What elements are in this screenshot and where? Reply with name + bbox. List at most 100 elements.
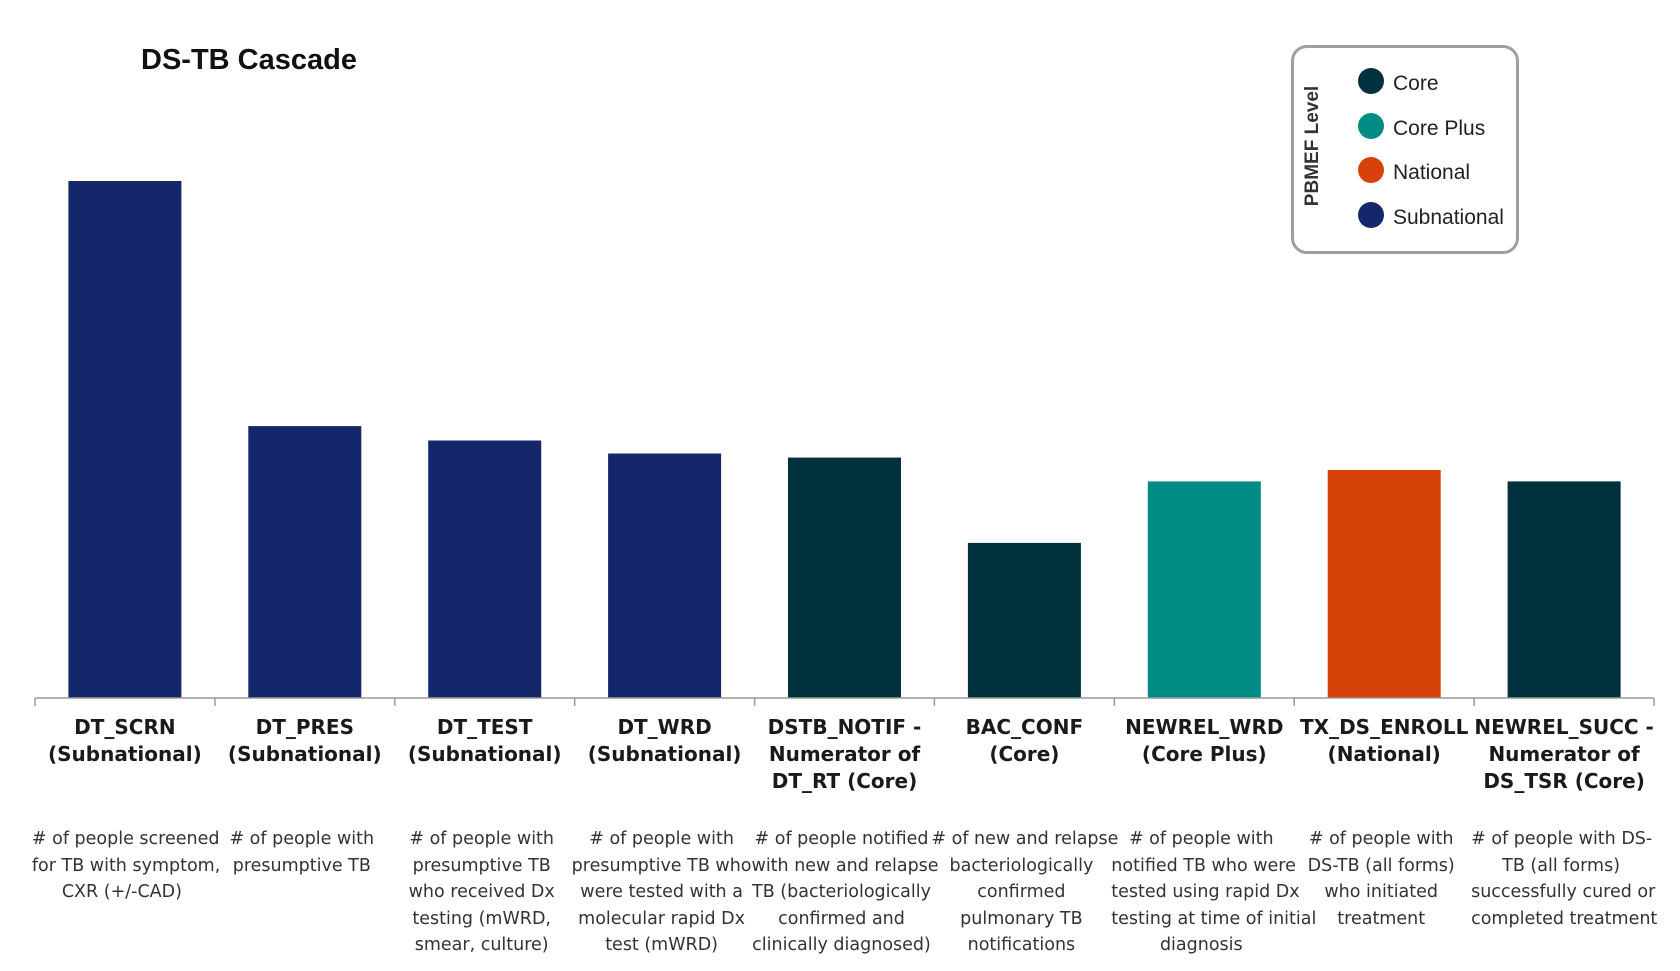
category-label: TX_DS_ENROLL (National) bbox=[1294, 714, 1474, 768]
category-description-line: successfully cured or bbox=[1471, 882, 1656, 902]
category-label-line: BAC_CONF bbox=[965, 715, 1084, 739]
category-label-line: (Subnational) bbox=[227, 742, 382, 766]
category-label: BAC_CONF (Core) bbox=[934, 714, 1114, 768]
category-description-line: were tested with a bbox=[580, 882, 743, 902]
category-description: # of people with DS-TB (all forms) who ini… bbox=[1291, 826, 1471, 932]
category-label-line: Numerator of bbox=[768, 742, 921, 766]
category-description-line: # of people with bbox=[1128, 829, 1274, 849]
category-description-line: # of people notified bbox=[754, 829, 929, 849]
bar-newrel-wrd bbox=[1147, 481, 1261, 698]
category-description-line: who received Dx bbox=[408, 882, 555, 902]
category-description-line: molecular rapid Dx bbox=[578, 908, 746, 929]
bar-bac-conf bbox=[967, 542, 1081, 698]
category-description-line: smear, culture) bbox=[414, 935, 549, 955]
category-description-line: # of people screened bbox=[31, 829, 220, 849]
bar-newrel-succ- bbox=[1507, 481, 1621, 698]
category-description-line: notified TB who were bbox=[1111, 855, 1296, 876]
category-description-line: treatment bbox=[1337, 908, 1426, 929]
category-description: # of people with presumptive TB who were t… bbox=[572, 826, 752, 959]
category-description-line: diagnosis bbox=[1159, 935, 1243, 955]
category-label-line: TX_DS_ENROLL bbox=[1300, 715, 1469, 739]
legend-swatch bbox=[1358, 157, 1384, 184]
category-label: DT_TEST (Subnational) bbox=[395, 714, 575, 768]
category-description-line: for TB with symptom, bbox=[31, 855, 221, 876]
category-description-line: # of new and relapse bbox=[931, 829, 1119, 849]
category-label-line: DT_WRD bbox=[617, 715, 712, 739]
category-label: DT_WRD (Subnational) bbox=[575, 714, 755, 768]
category-description-line: completed treatment bbox=[1471, 908, 1658, 929]
category-description-line: presumptive TB bbox=[412, 855, 551, 876]
category-label-line: DT_PRES bbox=[255, 715, 354, 739]
category-description-line: testing at time of initial bbox=[1111, 908, 1317, 929]
category-description-line: confirmed bbox=[977, 882, 1066, 902]
category-description-line: who initiated bbox=[1324, 882, 1439, 902]
category-description: # of new and relapse bacteriologically con… bbox=[931, 826, 1119, 959]
legend-label: Core bbox=[1393, 72, 1439, 96]
category-description-line: confirmed and bbox=[778, 908, 905, 929]
category-description-line: presumptive TB who bbox=[571, 855, 752, 876]
category-label: NEWREL_SUCC - Numerator of DS_TSR (Core) bbox=[1474, 714, 1654, 795]
category-label-line: Numerator of bbox=[1488, 742, 1640, 766]
category-description-line: presumptive TB bbox=[232, 855, 371, 876]
category-description-line: # of people with bbox=[229, 829, 375, 849]
legend-swatch bbox=[1358, 112, 1384, 139]
category-label-line: (Core Plus) bbox=[1141, 742, 1267, 766]
legend: PBMEF Level Core Core Plus National Subnati… bbox=[1291, 45, 1519, 254]
category-description: # of people notified with new and relapse… bbox=[751, 826, 939, 959]
legend-item: Core Plus bbox=[1358, 107, 1504, 152]
category-label-line: NEWREL_WRD bbox=[1125, 715, 1284, 739]
category-description-line: TB (all forms) bbox=[1502, 855, 1621, 876]
bar-dt-scrn bbox=[68, 181, 182, 698]
bar-tx-ds-enroll bbox=[1327, 470, 1441, 698]
category-label: NEWREL_WRD (Core Plus) bbox=[1114, 714, 1294, 768]
category-description: # of people screened for TB with symptom,… bbox=[31, 826, 221, 906]
bars-group bbox=[68, 181, 1621, 698]
category-description-line: # of people with bbox=[589, 829, 734, 849]
category-label-line: NEWREL_SUCC - bbox=[1474, 715, 1654, 739]
category-description-line: clinically diagnosed) bbox=[752, 935, 931, 955]
category-label-line: DT_TEST bbox=[436, 715, 533, 739]
category-description-line: notifications bbox=[967, 935, 1076, 955]
category-label-line: DS_TSR (Core) bbox=[1483, 769, 1645, 793]
category-label-line: (National) bbox=[1327, 742, 1441, 766]
category-label-line: (Subnational) bbox=[587, 742, 742, 766]
category-description: # of people with presumptive TB who receiv… bbox=[392, 826, 572, 959]
category-description-line: TB (bacteriologically bbox=[752, 882, 931, 902]
legend-label: Subnational bbox=[1393, 205, 1504, 229]
category-description-line: DS-TB (all forms) bbox=[1307, 855, 1455, 876]
category-description-line: # of people with bbox=[409, 829, 555, 849]
legend-item: Core bbox=[1358, 62, 1504, 107]
bar-dt-wrd bbox=[608, 453, 722, 698]
legend-label: Core Plus bbox=[1393, 116, 1486, 140]
bar-dstb-notif- bbox=[788, 457, 901, 698]
bar-dt-test bbox=[428, 440, 542, 698]
category-description-line: with new and relapse bbox=[751, 855, 939, 876]
category-label: DT_SCRN (Subnational) bbox=[35, 714, 215, 768]
category-label-line: DT_SCRN bbox=[74, 715, 176, 739]
category-description-line: # of people with bbox=[1308, 829, 1454, 849]
bar-dt-pres bbox=[248, 426, 362, 698]
category-description-line: test (mWRD) bbox=[605, 935, 718, 955]
legend-swatch bbox=[1358, 68, 1384, 95]
category-description-line: bacteriologically bbox=[949, 855, 1094, 876]
category-description-line: testing (mWRD, bbox=[412, 908, 551, 929]
category-description-line: tested using rapid Dx bbox=[1111, 882, 1300, 902]
category-description-line: pulmonary TB bbox=[960, 908, 1083, 929]
category-label-line: (Core) bbox=[989, 742, 1060, 766]
legend-items: Core Core Plus National Subnational bbox=[1358, 62, 1504, 240]
category-description: # of people with notified TB who were test… bbox=[1111, 826, 1317, 959]
category-label-line: DSTB_NOTIF - bbox=[767, 715, 922, 739]
category-label-line: (Subnational) bbox=[407, 742, 562, 766]
category-description: # of people with presumptive TB bbox=[212, 826, 392, 879]
legend-item: Subnational bbox=[1358, 196, 1504, 241]
category-label-line: DT_RT (Core) bbox=[771, 769, 918, 793]
category-label: DSTB_NOTIF - Numerator of DT_RT (Core) bbox=[755, 714, 935, 795]
category-description-line: # of people with DS- bbox=[1471, 829, 1653, 849]
x-axis bbox=[34, 697, 1655, 706]
category-description: # of people with DS- TB (all forms) succes… bbox=[1471, 826, 1658, 932]
legend-item: National bbox=[1358, 151, 1504, 196]
legend-swatch bbox=[1358, 201, 1384, 228]
legend-title: PBMEF Level bbox=[1302, 85, 1323, 207]
chart-title: DS-TB Cascade bbox=[141, 44, 357, 76]
